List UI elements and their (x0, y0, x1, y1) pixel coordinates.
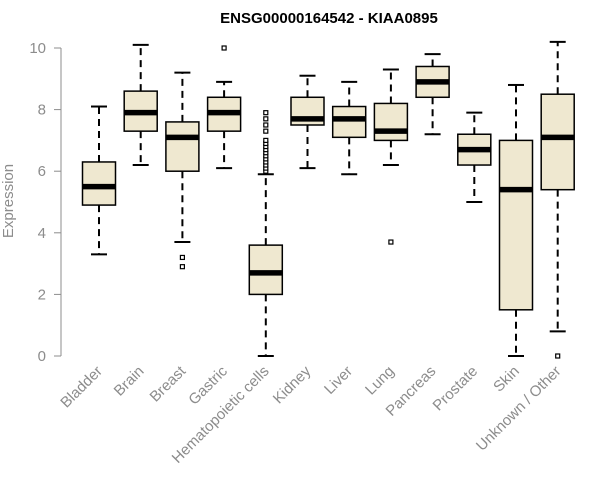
outlier-point (263, 137, 269, 143)
y-tick-label: 10 (29, 40, 46, 57)
outlier-point (263, 116, 269, 122)
iqr-box (373, 102, 409, 142)
box-skin (498, 83, 534, 357)
iqr-box (81, 161, 117, 206)
box-breast (165, 71, 200, 270)
outlier-point (388, 239, 394, 245)
y-tick-label: 4 (38, 225, 46, 242)
outlier-point (263, 110, 269, 116)
x-tick-label: Breast (147, 362, 190, 405)
iqr-box (540, 93, 575, 191)
outlier-point (263, 122, 269, 128)
box-kidney (290, 74, 325, 170)
box-pancreas (415, 53, 450, 136)
box-lung (373, 68, 409, 245)
x-tick-label: Brain (111, 363, 148, 400)
outlier-point (221, 45, 227, 51)
box-gastric (206, 45, 242, 170)
x-tick-label: Liver (321, 363, 356, 398)
y-tick-label: 2 (38, 286, 46, 303)
iqr-box (498, 139, 534, 311)
x-tick-label: Kidney (270, 362, 315, 407)
y-axis-label: Expression (0, 164, 17, 238)
x-tick-label: Prostate (430, 363, 482, 415)
y-tick-label: 6 (38, 163, 46, 180)
outlier-point (179, 254, 185, 261)
iqr-box (331, 105, 367, 139)
box-prostate (457, 111, 492, 203)
box-brain (123, 43, 158, 167)
x-tick-label: Bladder (57, 363, 106, 412)
x-tick-label: Skin (490, 363, 523, 396)
outlier-point (263, 128, 269, 134)
iqr-box (248, 244, 284, 296)
box-bladder (81, 105, 117, 256)
box-unknown-other (540, 40, 575, 359)
iqr-box (165, 121, 200, 172)
chart-title: ENSG00000164542 - KIAA0895 (220, 10, 438, 27)
x-tick-label: Lung (362, 363, 398, 399)
y-tick-label: 8 (38, 102, 46, 119)
box-hematopoietic-cells (248, 110, 284, 357)
outlier-point (555, 353, 561, 359)
outlier-point (179, 264, 185, 270)
y-axis: 0 2 4 6 8 10 (29, 40, 62, 365)
box-liver (331, 80, 367, 176)
boxes-group (81, 40, 575, 359)
y-tick-label: 0 (38, 348, 46, 365)
